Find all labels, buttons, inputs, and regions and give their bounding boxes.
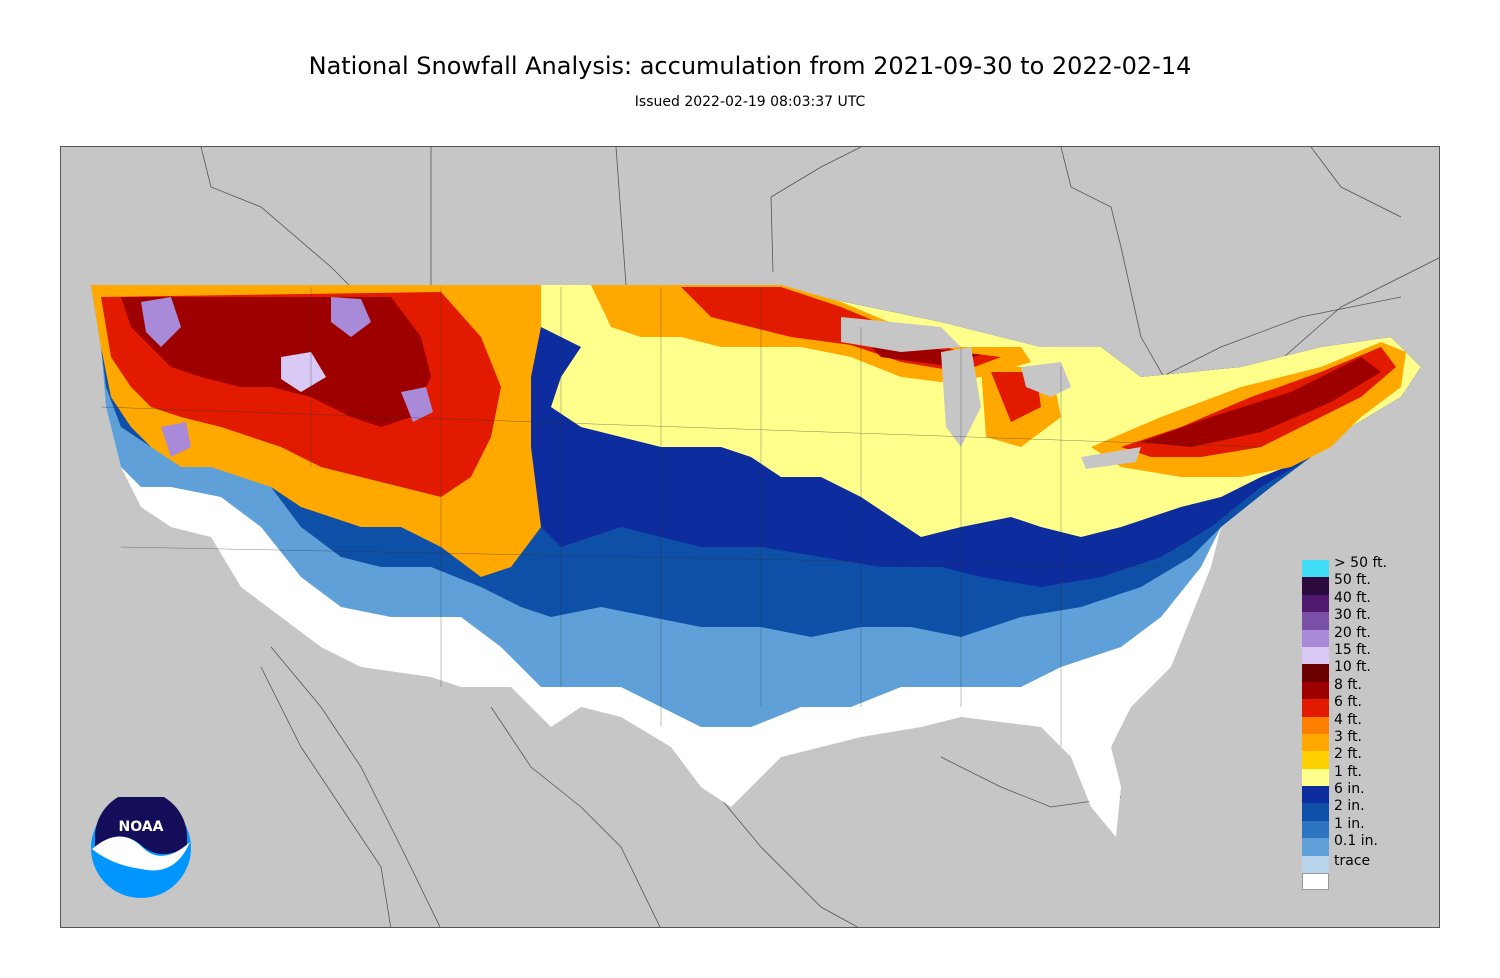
legend-label: > 50 ft. <box>1334 555 1388 571</box>
legend-label: 40 ft. <box>1334 589 1371 606</box>
legend-label: 6 in. <box>1334 781 1365 798</box>
legend-swatch <box>1302 768 1329 787</box>
legend-label: 8 ft. <box>1334 676 1362 693</box>
legend-swatch <box>1302 594 1329 613</box>
legend-swatch <box>1302 681 1329 700</box>
noaa-logo: NOAA <box>90 791 192 899</box>
snowfall-field <box>91 285 1421 837</box>
legend-label: 30 ft. <box>1334 607 1371 624</box>
legend-swatch <box>1302 820 1329 839</box>
legend-swatch <box>1302 803 1329 821</box>
legend-swatch <box>1302 786 1329 804</box>
legend-swatch <box>1302 560 1329 578</box>
legend-label: 1 in. <box>1334 815 1365 832</box>
legend-swatch <box>1302 646 1329 665</box>
legend-label: 6 ft. <box>1334 694 1362 711</box>
legend-swatch <box>1302 855 1329 874</box>
legend-swatch <box>1302 751 1329 769</box>
map-canvas <box>91 147 1439 927</box>
legend-swatch <box>1302 873 1329 891</box>
legend-label: 4 ft. <box>1334 711 1362 728</box>
legend-swatch <box>1302 664 1329 682</box>
legend-label: 1 ft. <box>1334 763 1362 780</box>
legend-swatch <box>1302 838 1329 856</box>
legend-label: 3 ft. <box>1334 728 1362 745</box>
legend-label: 20 ft. <box>1334 624 1371 641</box>
legend-swatch <box>1302 577 1329 595</box>
legend-label: 2 in. <box>1334 798 1365 815</box>
issued-timestamp: Issued 2022-02-19 08:03:37 UTC <box>634 94 866 110</box>
legend-label: 2 ft. <box>1334 746 1362 763</box>
legend-label: 15 ft. <box>1334 641 1371 658</box>
logo-text: NOAA <box>119 819 164 835</box>
legend-swatch <box>1302 716 1329 734</box>
noaa-logo-icon: NOAA <box>91 791 191 898</box>
boundary-lines <box>200 147 1439 927</box>
map-title: National Snowfall Analysis: accumulation… <box>308 52 1192 80</box>
legend-label: 50 ft. <box>1334 572 1371 589</box>
snowfall-map <box>60 146 1440 928</box>
legend-label: trace <box>1334 852 1371 869</box>
legend-swatch <box>1302 699 1329 717</box>
legend-label: 0.1 in. <box>1334 833 1378 850</box>
legend-swatch <box>1302 629 1329 647</box>
legend-swatch <box>1302 612 1329 630</box>
legend-label: 10 ft. <box>1334 659 1371 676</box>
legend-swatch <box>1302 733 1329 752</box>
state-borders <box>100 287 1262 747</box>
